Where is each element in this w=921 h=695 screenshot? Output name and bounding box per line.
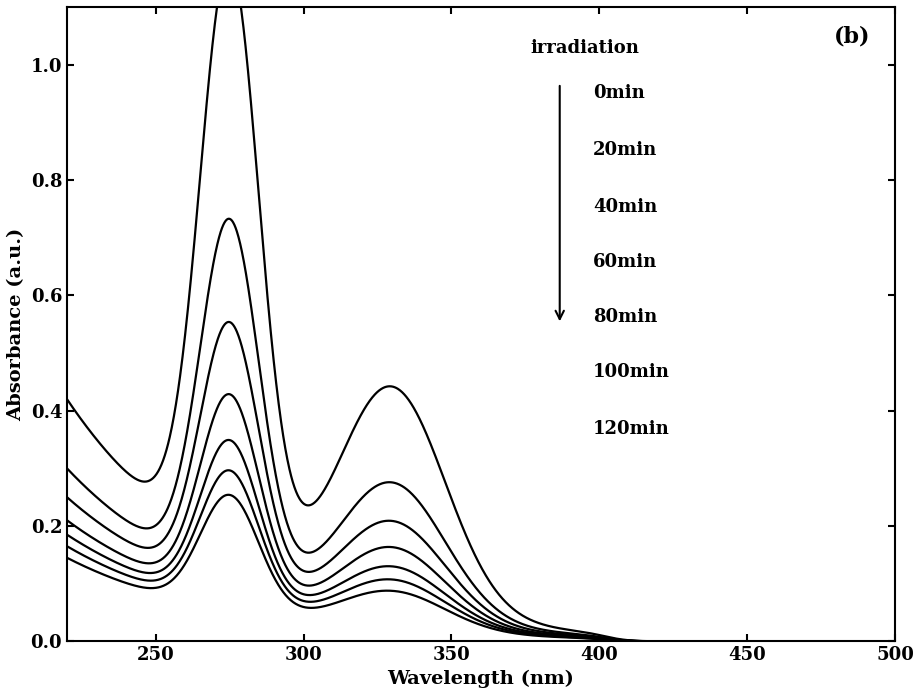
Text: (b): (b) bbox=[834, 26, 870, 48]
X-axis label: Wavelength (nm): Wavelength (nm) bbox=[388, 670, 575, 688]
Text: 20min: 20min bbox=[593, 140, 657, 158]
Text: 80min: 80min bbox=[593, 308, 657, 325]
Text: irradiation: irradiation bbox=[530, 39, 639, 57]
Text: 120min: 120min bbox=[593, 420, 670, 438]
Text: 0min: 0min bbox=[593, 83, 645, 101]
Text: 100min: 100min bbox=[593, 363, 670, 381]
Text: 60min: 60min bbox=[593, 253, 657, 271]
Y-axis label: Absorbance (a.u.): Absorbance (a.u.) bbox=[7, 227, 25, 420]
Text: 40min: 40min bbox=[593, 198, 657, 215]
